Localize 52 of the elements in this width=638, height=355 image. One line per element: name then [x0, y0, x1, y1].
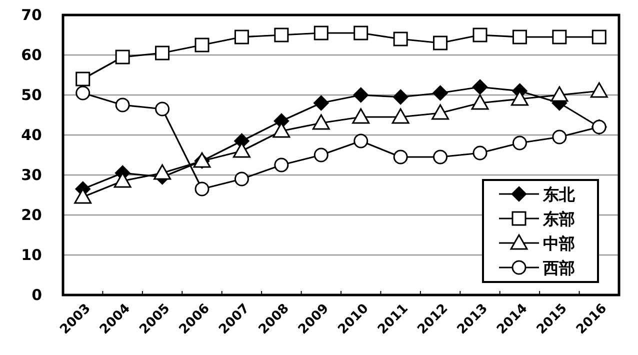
point	[472, 28, 488, 42]
point	[115, 98, 130, 112]
point	[76, 86, 90, 100]
point	[552, 130, 567, 144]
y-tick-label: 20	[21, 206, 42, 224]
legend-label: 西部	[542, 258, 575, 278]
point	[352, 108, 370, 124]
point	[76, 72, 90, 86]
point	[512, 136, 527, 150]
point	[392, 89, 408, 105]
legend-label: 中部	[543, 234, 575, 253]
point	[314, 26, 328, 40]
point	[313, 95, 329, 111]
point	[115, 50, 130, 64]
point	[194, 38, 210, 52]
point	[314, 148, 328, 162]
point	[354, 134, 368, 148]
point	[392, 108, 410, 124]
y-tick-label: 40	[21, 126, 42, 144]
point	[432, 104, 450, 120]
point	[393, 32, 408, 46]
point	[234, 30, 249, 44]
point	[354, 26, 368, 40]
point	[274, 158, 289, 172]
point	[154, 164, 172, 180]
point	[512, 30, 527, 44]
point	[433, 150, 448, 164]
legend-label: 东部	[542, 210, 575, 228]
point	[432, 85, 448, 101]
point	[472, 79, 488, 95]
point	[552, 30, 567, 44]
y-tick-label: 30	[21, 166, 42, 184]
point	[353, 87, 369, 103]
y-tick-label: 0	[32, 286, 42, 304]
point	[194, 182, 210, 196]
point	[312, 114, 330, 130]
point	[592, 30, 606, 44]
y-tick-label: 50	[21, 86, 42, 104]
point	[155, 102, 170, 116]
point	[155, 46, 170, 60]
point	[590, 82, 608, 98]
point	[274, 28, 289, 42]
y-tick-label: 60	[21, 46, 42, 64]
point	[234, 172, 249, 186]
point	[471, 94, 489, 110]
y-tick-label: 10	[21, 246, 42, 264]
point	[472, 146, 488, 160]
y-tick-label: 70	[21, 6, 42, 24]
point	[550, 86, 568, 102]
point	[393, 150, 408, 164]
point	[433, 36, 448, 50]
legend-label: 东北	[542, 185, 576, 204]
